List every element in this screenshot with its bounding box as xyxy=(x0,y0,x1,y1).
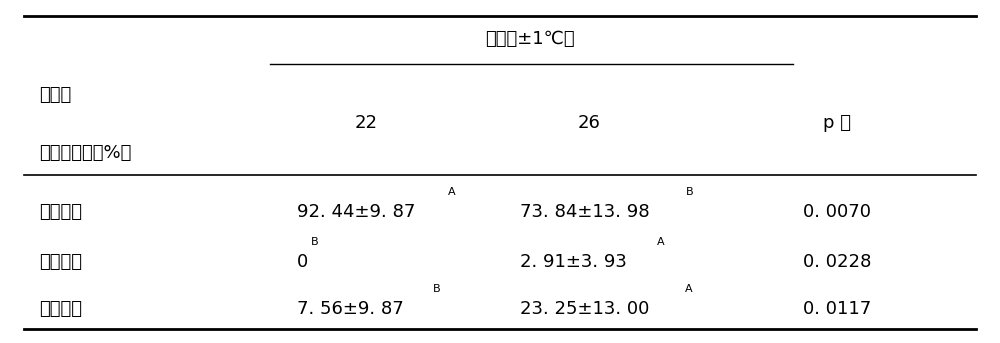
Text: 73. 84±13. 98: 73. 84±13. 98 xyxy=(520,203,649,221)
Text: A: A xyxy=(685,284,693,294)
Text: 0: 0 xyxy=(297,253,308,271)
Text: A: A xyxy=(657,237,664,247)
Text: B: B xyxy=(433,284,441,294)
Text: p 值: p 值 xyxy=(823,114,851,132)
Text: 92. 44±9. 87: 92. 44±9. 87 xyxy=(297,203,415,221)
Text: B: B xyxy=(686,187,693,197)
Text: 坐着休息: 坐着休息 xyxy=(39,203,82,221)
Text: 2. 91±3. 93: 2. 91±3. 93 xyxy=(520,253,627,271)
Text: 俯伏休息: 俯伏休息 xyxy=(39,300,82,318)
Text: 0. 0070: 0. 0070 xyxy=(803,203,871,221)
Text: A: A xyxy=(448,187,456,197)
Text: 0. 0228: 0. 0228 xyxy=(803,253,871,271)
Text: 22: 22 xyxy=(355,114,378,132)
Text: 伸展休息: 伸展休息 xyxy=(39,253,82,271)
Text: 23. 25±13. 00: 23. 25±13. 00 xyxy=(520,300,649,318)
Text: 时间百分比（%）: 时间百分比（%） xyxy=(39,144,131,162)
Text: 26: 26 xyxy=(578,114,601,132)
Text: 息行为: 息行为 xyxy=(39,85,71,104)
Text: 温度（±1℃）: 温度（±1℃） xyxy=(485,30,575,48)
Text: 0. 0117: 0. 0117 xyxy=(803,300,871,318)
Text: B: B xyxy=(311,237,319,247)
Text: 7. 56±9. 87: 7. 56±9. 87 xyxy=(297,300,403,318)
